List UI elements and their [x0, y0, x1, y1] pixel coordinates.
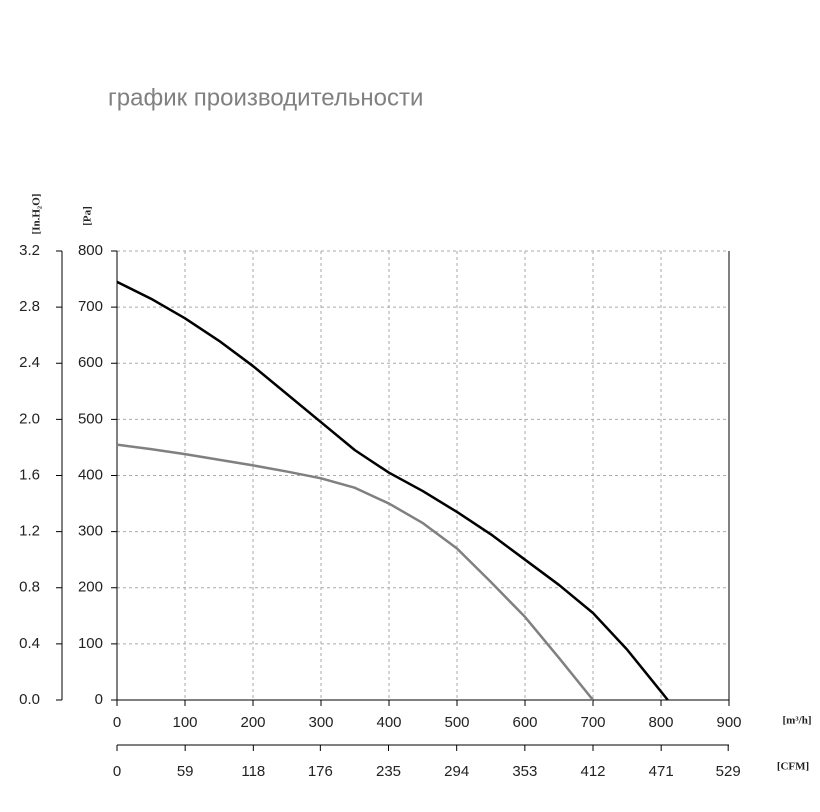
y2-tick-label: 0.8: [19, 579, 40, 596]
x2-tick-label: 235: [376, 763, 401, 780]
series-line: [116, 443, 594, 701]
y-tick-label: 0: [95, 691, 103, 708]
x2-tick-label: 0: [113, 763, 121, 780]
x-tick-label: 200: [240, 714, 265, 731]
y2-tick-label: 3.2: [19, 242, 40, 259]
y2-tick-label: 2.8: [19, 298, 40, 315]
y-axis-label: [Pa]: [82, 206, 94, 226]
chart-title: график производительности: [108, 84, 423, 111]
x-tick-label: 500: [444, 714, 469, 731]
y-tick-label: 500: [78, 410, 103, 427]
x2-tick-label: 353: [512, 763, 537, 780]
x2-tick-label: 412: [580, 763, 605, 780]
x-tick-label: 0: [113, 714, 121, 731]
y2-tick-label: 1.6: [19, 466, 40, 483]
y-tick-label: 300: [78, 523, 103, 540]
x2-tick-label: 176: [308, 763, 333, 780]
x-tick-label: 700: [580, 714, 605, 731]
y2-tick-label: 1.2: [19, 523, 40, 540]
x-tick-label: 600: [512, 714, 537, 731]
x2-tick-label: 471: [649, 763, 674, 780]
x2-axis-label: [CFM]: [777, 761, 809, 773]
x2-tick-label: 529: [716, 763, 741, 780]
y-tick-label: 400: [78, 466, 103, 483]
x2-tick-label: 118: [241, 763, 265, 780]
x-tick-label: 800: [648, 714, 673, 731]
y-tick-label: 100: [78, 635, 103, 652]
y2-tick-label: 2.4: [19, 354, 40, 371]
x-tick-label: 300: [308, 714, 333, 731]
y-tick-label: 200: [78, 579, 103, 596]
x2-tick-label: 59: [177, 763, 194, 780]
x2-tick-label: 294: [444, 763, 469, 780]
y-tick-label: 800: [78, 242, 103, 259]
x-axis-label: [m³/h]: [783, 715, 812, 727]
y-tick-label: 600: [78, 354, 103, 371]
y-tick-label: 700: [78, 298, 103, 315]
x-tick-label: 900: [716, 714, 741, 731]
series-line: [116, 280, 669, 701]
y2-tick-label: 0.0: [19, 691, 40, 708]
x-tick-label: 400: [376, 714, 401, 731]
y2-tick-label: 0.4: [19, 635, 40, 652]
x-tick-label: 100: [172, 714, 197, 731]
y2-tick-label: 2.0: [19, 410, 40, 427]
y2-axis-label: [In.H₂O]: [31, 194, 43, 235]
